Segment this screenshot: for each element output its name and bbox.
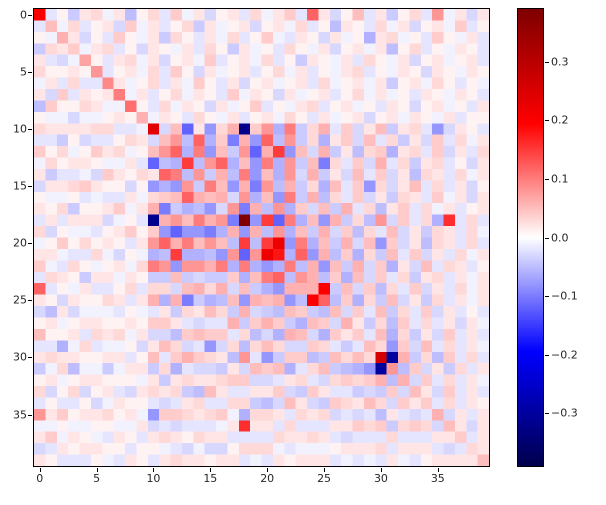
y-tick-label: 15 xyxy=(13,179,27,193)
colorbar-canvas xyxy=(518,9,543,466)
colorbar-tick-label: 0.2 xyxy=(551,113,569,127)
x-tick-label: 5 xyxy=(93,472,101,485)
colorbar-tick-mark xyxy=(545,120,549,122)
x-tick-label: 20 xyxy=(260,472,275,485)
colorbar-tick-label: 0.0 xyxy=(551,231,569,244)
colorbar-tick-label: −0.2 xyxy=(551,348,578,362)
y-tick-mark xyxy=(28,128,32,130)
y-tick-label: 35 xyxy=(13,408,27,422)
colorbar-tick-label: −0.1 xyxy=(551,289,578,303)
x-tick-mark xyxy=(324,468,326,472)
x-tick-mark xyxy=(380,468,382,472)
x-tick-mark xyxy=(267,468,269,472)
heatmap-plot-area xyxy=(33,8,490,467)
y-tick-label: 5 xyxy=(20,65,27,79)
y-tick-mark xyxy=(28,414,32,416)
y-tick-mark xyxy=(28,71,32,73)
x-tick-mark xyxy=(210,468,212,472)
x-tick-label: 15 xyxy=(203,472,218,485)
colorbar-tick-label: −0.3 xyxy=(551,406,578,420)
x-tick-mark xyxy=(437,468,439,472)
y-tick-label: 10 xyxy=(13,122,27,136)
colorbar-tick-mark xyxy=(545,413,549,415)
y-tick-mark xyxy=(28,186,32,188)
x-tick-mark xyxy=(39,468,41,472)
heatmap-canvas xyxy=(34,9,489,466)
y-tick-mark xyxy=(28,243,32,245)
y-tick-mark xyxy=(28,357,32,359)
colorbar xyxy=(517,8,544,467)
colorbar-tick-mark xyxy=(545,61,549,63)
x-tick-label: 25 xyxy=(317,472,332,485)
colorbar-tick-mark xyxy=(545,178,549,180)
x-tick-label: 0 xyxy=(36,472,44,485)
colorbar-tick-label: 0.1 xyxy=(551,172,569,186)
y-tick-label: 0 xyxy=(20,8,27,22)
y-tick-mark xyxy=(28,14,32,16)
colorbar-tick-mark xyxy=(545,237,549,239)
x-tick-mark xyxy=(96,468,98,472)
x-tick-mark xyxy=(153,468,155,472)
x-tick-label: 10 xyxy=(146,472,161,485)
y-tick-label: 25 xyxy=(13,293,27,307)
colorbar-tick-mark xyxy=(545,354,549,356)
x-tick-label: 30 xyxy=(373,472,388,485)
y-tick-label: 20 xyxy=(13,236,27,250)
y-tick-mark xyxy=(28,300,32,302)
colorbar-tick-label: 0.3 xyxy=(551,55,569,69)
colorbar-tick-mark xyxy=(545,296,549,298)
x-tick-label: 35 xyxy=(430,472,445,485)
y-tick-label: 30 xyxy=(13,350,27,364)
